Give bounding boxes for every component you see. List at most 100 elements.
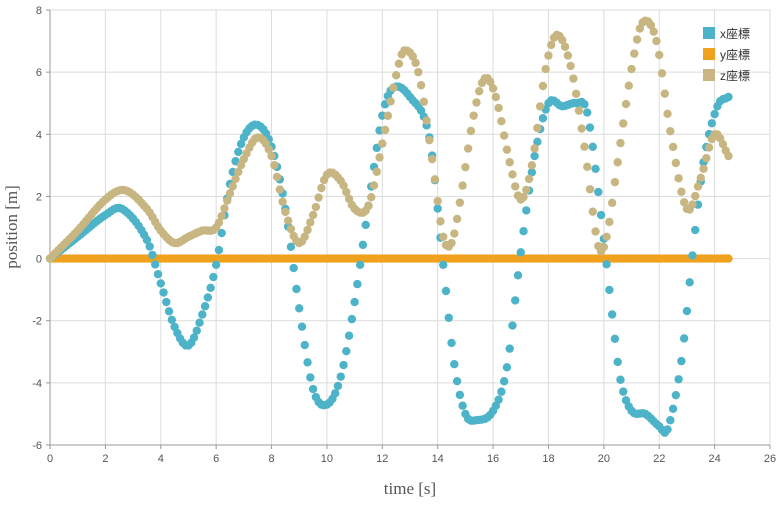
point-z <box>624 81 633 90</box>
y-tick-label: -4 <box>32 378 42 390</box>
point-x <box>350 297 359 307</box>
point-x <box>519 227 528 236</box>
point-x <box>583 108 592 117</box>
point-x <box>522 206 531 215</box>
legend-item-z[interactable]: z座標 <box>703 68 750 83</box>
point-x <box>344 331 354 340</box>
point-z <box>522 185 531 195</box>
point-z <box>491 92 501 102</box>
point-x <box>663 425 672 434</box>
point-x <box>151 260 160 269</box>
point-z <box>497 117 506 126</box>
point-z <box>619 119 628 128</box>
point-z <box>308 210 318 220</box>
point-z <box>688 200 697 209</box>
point-z <box>505 158 514 167</box>
point-x <box>192 326 201 335</box>
point-x <box>613 357 622 367</box>
point-z <box>270 161 279 170</box>
point-x <box>538 114 548 123</box>
legend-item-x[interactable]: x座標 <box>703 26 750 41</box>
point-x <box>513 271 523 280</box>
point-z <box>231 174 240 184</box>
point-z <box>272 172 282 182</box>
point-x <box>516 248 525 257</box>
point-z <box>610 177 620 187</box>
point-z <box>372 167 381 176</box>
point-z <box>560 42 570 51</box>
point-x <box>433 204 442 213</box>
legend-item-y[interactable]: y座標 <box>703 47 750 62</box>
point-z <box>696 173 705 182</box>
legend-swatch-y <box>703 48 715 60</box>
point-z <box>488 84 498 93</box>
y-tick-label: 4 <box>36 129 42 141</box>
y-axis-title: position [m] <box>2 185 21 269</box>
point-z <box>391 71 401 80</box>
point-z <box>455 198 465 207</box>
point-z <box>463 144 473 153</box>
series-z <box>45 16 733 263</box>
point-x <box>724 92 733 102</box>
x-tick-label: 8 <box>268 453 274 465</box>
point-z <box>605 217 614 227</box>
point-z <box>383 111 393 120</box>
point-x <box>198 310 207 319</box>
point-z <box>389 83 398 92</box>
point-x <box>361 220 370 230</box>
point-z <box>314 193 323 202</box>
point-x <box>444 313 453 322</box>
point-x <box>452 376 462 386</box>
point-z <box>511 182 520 191</box>
point-z <box>494 103 503 113</box>
point-x <box>511 296 520 305</box>
point-z <box>657 69 667 78</box>
point-z <box>223 196 232 205</box>
point-x <box>455 390 465 400</box>
point-z <box>430 175 440 184</box>
point-x <box>142 235 152 245</box>
point-x <box>308 384 318 394</box>
point-z <box>234 167 243 177</box>
point-z <box>668 142 678 152</box>
point-z <box>508 170 517 179</box>
point-z <box>411 58 420 68</box>
point-x <box>339 360 348 370</box>
point-x <box>148 250 157 260</box>
point-x <box>306 373 315 382</box>
point-z <box>283 216 293 225</box>
x-tick-label: 14 <box>432 453 444 465</box>
point-x <box>211 260 221 269</box>
x-tick-label: 12 <box>376 453 388 465</box>
point-x <box>497 387 506 396</box>
point-x <box>508 321 517 330</box>
point-z <box>577 124 586 133</box>
point-x <box>591 164 600 173</box>
point-x <box>295 304 304 313</box>
point-x <box>358 240 368 250</box>
legend-label-x: x座標 <box>720 26 750 41</box>
point-x <box>527 168 537 177</box>
point-z <box>524 174 534 184</box>
point-z <box>472 98 481 107</box>
y-tick-label: 8 <box>36 5 42 17</box>
point-x <box>447 338 456 348</box>
point-z <box>616 138 625 148</box>
y-tick-label: 0 <box>36 254 42 266</box>
point-x <box>200 302 210 311</box>
point-z <box>225 189 235 198</box>
point-z <box>571 89 581 98</box>
y-tick-label: 2 <box>36 191 42 203</box>
point-x <box>499 377 509 386</box>
x-tick-label: 18 <box>542 453 554 465</box>
point-z <box>677 187 686 196</box>
point-z <box>563 51 573 60</box>
point-z <box>588 207 597 216</box>
point-z <box>394 59 404 68</box>
point-x <box>347 314 357 324</box>
legend-label-z: z座標 <box>720 68 750 83</box>
point-x <box>594 187 603 197</box>
y-tick-label: -2 <box>32 316 42 328</box>
